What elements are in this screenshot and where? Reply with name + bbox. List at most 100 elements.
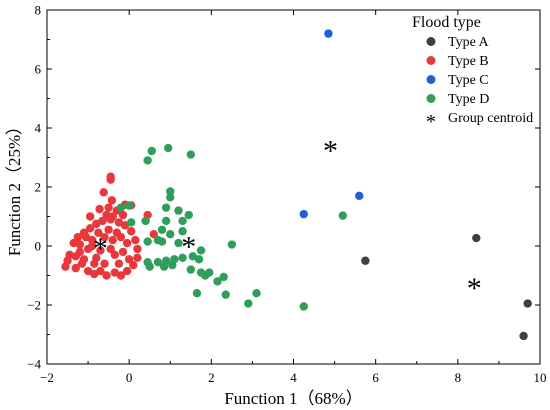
data-point — [219, 272, 228, 282]
y-axis-label: Function 2（25%） — [5, 118, 24, 256]
data-point — [92, 219, 101, 229]
y-tick-label: 4 — [35, 121, 42, 136]
data-point — [184, 210, 193, 220]
data-point — [186, 150, 195, 159]
data-point — [227, 240, 237, 249]
x-tick-label: 2 — [208, 370, 215, 385]
data-point — [168, 260, 177, 270]
legend-marker — [426, 75, 436, 84]
data-point — [85, 224, 95, 233]
x-tick-label: 8 — [455, 370, 462, 385]
data-point — [131, 235, 140, 245]
legend-item-label: Type C — [448, 73, 489, 88]
legend-marker — [426, 56, 436, 65]
data-point — [71, 263, 80, 273]
data-point — [166, 187, 175, 196]
data-point — [122, 266, 132, 276]
data-point — [196, 246, 206, 255]
legend: Flood type Type A Type B Type C Type D * Grou… — [412, 14, 533, 133]
data-point — [114, 218, 124, 227]
y-tick-label: 8 — [35, 3, 42, 18]
data-point — [163, 143, 173, 153]
data-point — [99, 188, 108, 197]
data-point — [299, 209, 308, 219]
legend-marker — [426, 94, 436, 103]
data-point — [73, 232, 83, 242]
data-point — [102, 271, 111, 280]
data-point — [178, 253, 187, 262]
data-point — [100, 232, 109, 242]
data-point — [118, 247, 128, 257]
data-point — [159, 262, 169, 271]
data-point — [472, 233, 481, 243]
data-point — [213, 277, 222, 286]
data-point — [129, 260, 138, 270]
data-point — [178, 216, 187, 226]
data-point — [61, 262, 70, 271]
data-point — [523, 299, 532, 308]
data-point — [143, 156, 152, 165]
data-point — [104, 225, 113, 234]
data-point — [96, 266, 105, 276]
x-tick-label: 10 — [534, 370, 547, 385]
data-point — [114, 259, 124, 268]
data-point — [157, 225, 167, 234]
data-point — [145, 262, 154, 271]
legend-marker — [426, 37, 436, 46]
data-point — [143, 237, 152, 246]
legend-item-label: Type A — [448, 35, 490, 50]
x-tick-label: 4 — [290, 370, 297, 385]
data-point — [133, 244, 142, 254]
data-point — [106, 215, 115, 224]
data-point — [95, 204, 104, 214]
x-axis-label: Function 1（68%） — [224, 389, 362, 408]
data-point — [106, 244, 115, 254]
data-point — [361, 256, 370, 265]
data-point — [122, 238, 132, 248]
group-centroid-marker: * — [323, 135, 338, 168]
data-point — [147, 146, 156, 156]
data-point — [200, 271, 210, 280]
data-point — [87, 235, 97, 245]
legend-centroid-marker: * — [426, 111, 436, 133]
data-point — [124, 255, 134, 264]
group-centroid-marker: * — [181, 231, 196, 264]
data-point — [110, 250, 119, 260]
data-point — [116, 232, 126, 242]
data-point — [104, 203, 113, 212]
data-point — [157, 237, 167, 246]
data-point — [141, 216, 150, 226]
x-tick-label: −2 — [40, 370, 54, 385]
data-point — [107, 196, 117, 205]
group-centroid-marker: * — [93, 232, 108, 265]
x-tick-label: 0 — [126, 370, 133, 385]
y-tick-label: 0 — [35, 239, 42, 254]
data-point — [94, 228, 103, 237]
group-centroid-marker: * — [467, 272, 482, 305]
data-point — [106, 175, 115, 184]
data-point — [116, 271, 126, 280]
data-point — [153, 258, 163, 267]
data-point — [87, 241, 97, 251]
data-point — [161, 203, 171, 212]
data-point — [166, 193, 175, 202]
data-point — [174, 238, 183, 248]
data-point — [244, 299, 253, 308]
group-centroids: * * * * — [93, 135, 482, 305]
legend-item-label: Type B — [448, 54, 489, 69]
data-point — [192, 289, 202, 298]
legend-item-label: Type D — [448, 92, 489, 107]
data-point — [519, 331, 528, 341]
data-point — [194, 255, 204, 264]
data-point — [118, 210, 128, 220]
data-point — [252, 289, 261, 298]
data-point — [221, 290, 230, 299]
y-tick-label: −2 — [27, 298, 41, 313]
data-point — [124, 201, 134, 210]
y-tick-label: −4 — [27, 357, 41, 372]
data-points — [61, 29, 532, 341]
data-point — [127, 218, 136, 227]
data-point — [133, 253, 142, 262]
data-point — [166, 230, 175, 239]
